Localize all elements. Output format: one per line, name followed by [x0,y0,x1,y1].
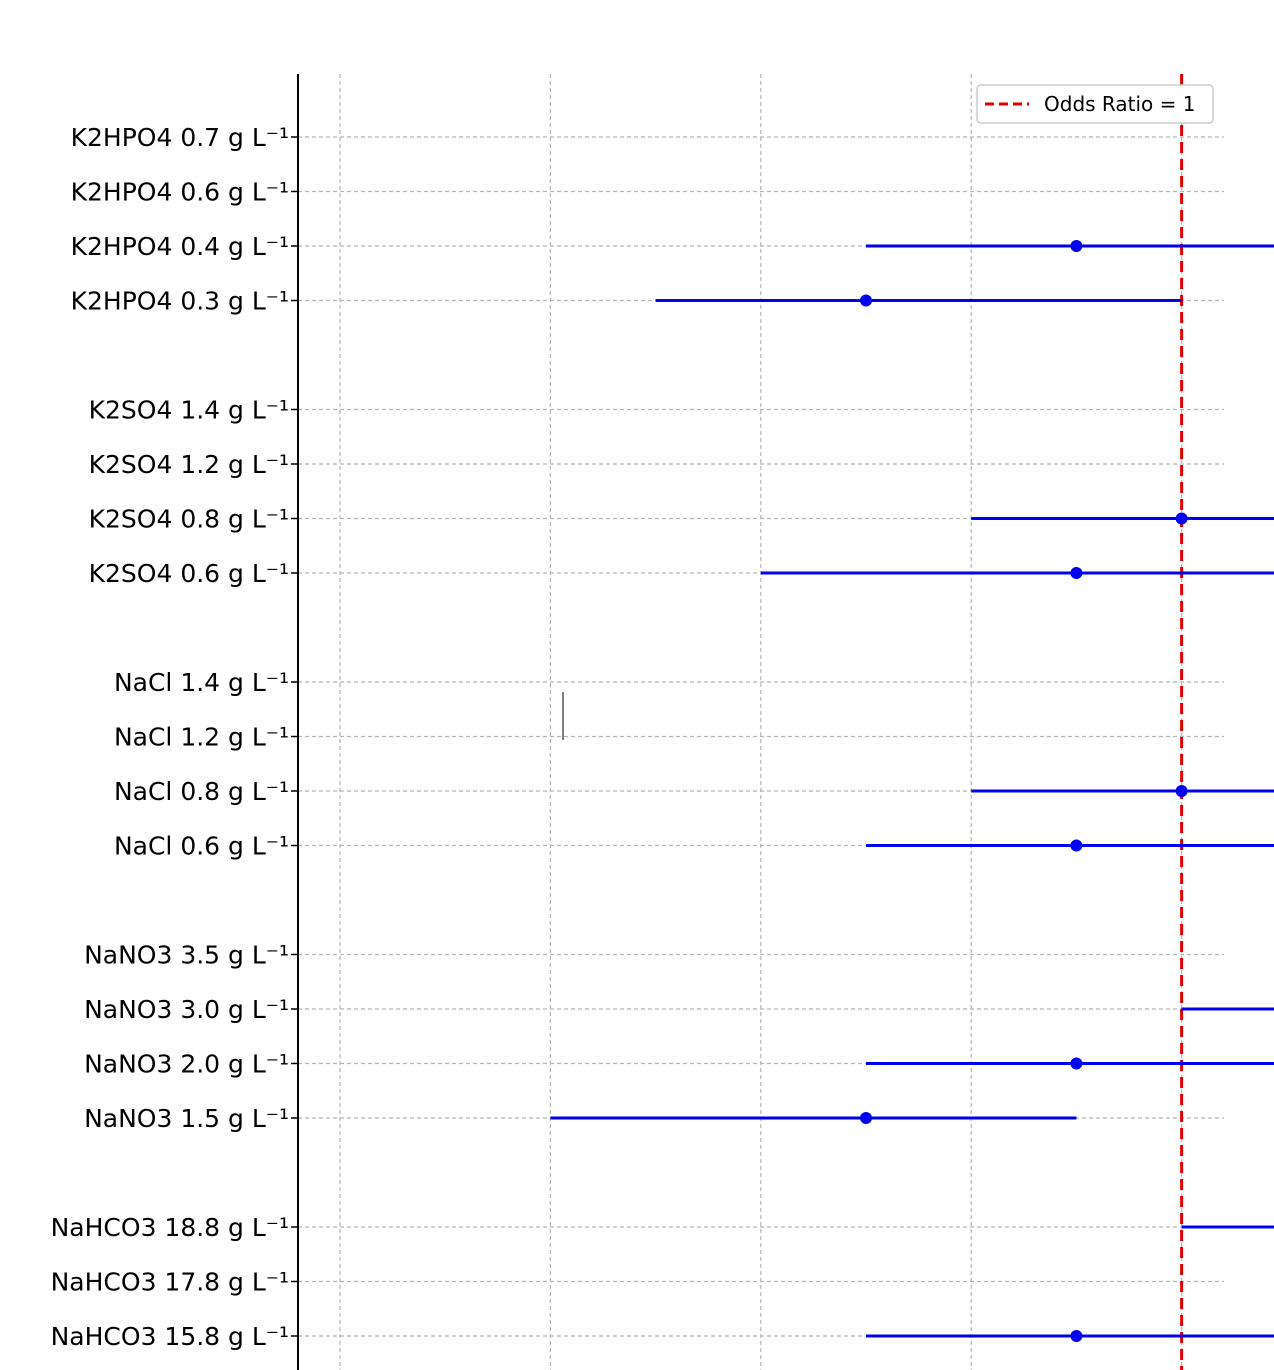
row-label: NaHCO3 18.8 g L⁻¹ [51,1213,289,1242]
row-label: NaHCO3 15.8 g L⁻¹ [51,1322,289,1351]
odds-ratio-point [1070,839,1083,852]
row-label: K2HPO4 0.7 g L⁻¹ [71,123,289,152]
odds-ratio-point [860,294,872,307]
legend: Odds Ratio = 1 [976,84,1214,124]
row-label: NaCl 0.6 g L⁻¹ [114,832,289,861]
row-label: NaNO3 2.0 g L⁻¹ [84,1050,289,1079]
row-label: NaCl 1.4 g L⁻¹ [114,668,289,697]
row-label: K2SO4 0.8 g L⁻¹ [89,505,289,534]
odds-ratio-point [1070,240,1083,252]
legend-label: Odds Ratio = 1 [1044,92,1195,116]
row-label: K2HPO4 0.6 g L⁻¹ [71,178,289,207]
row-label: K2SO4 0.6 g L⁻¹ [89,559,289,588]
odds-ratio-point [1175,785,1188,797]
row-label: NaCl 1.2 g L⁻¹ [114,723,289,752]
odds-ratio-point [1070,1057,1083,1070]
row-label: NaNO3 3.0 g L⁻¹ [84,995,289,1024]
row-label: NaCl 0.8 g L⁻¹ [114,777,289,806]
odds-ratio-point [860,1112,872,1124]
odds-ratio-point [1070,567,1083,579]
odds-ratio-point [1175,512,1188,525]
row-label: K2HPO4 0.3 g L⁻¹ [71,287,289,316]
odds-ratio-point [1070,1330,1083,1342]
row-label: NaNO3 1.5 g L⁻¹ [84,1104,289,1133]
grid [298,74,1224,1370]
legend-box [976,84,1214,124]
row-label: NaHCO3 17.8 g L⁻¹ [51,1268,289,1297]
row-label: K2SO4 1.2 g L⁻¹ [89,450,289,479]
rows: K2HPO4 0.7 g L⁻¹ K2HPO4 0.6 g L⁻¹ K2HPO4 0… [51,123,1274,1351]
row-label: NaNO3 3.5 g L⁻¹ [84,941,289,970]
row-label: K2SO4 1.4 g L⁻¹ [89,396,289,425]
row-label: K2HPO4 0.4 g L⁻¹ [71,232,289,261]
